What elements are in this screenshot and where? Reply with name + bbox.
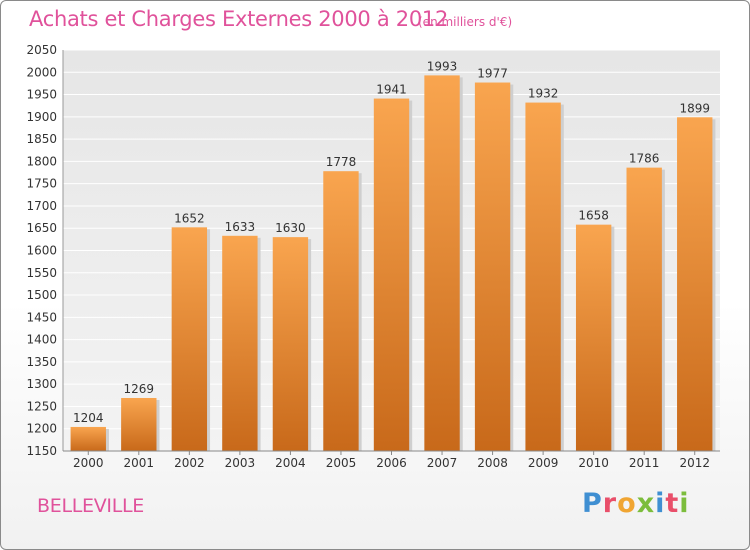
bar: [70, 426, 106, 451]
bar-value-label: 1204: [73, 411, 104, 425]
bars: 1204 1269 1652 1633 1630 1778 1941 1993 1977 1932…: [70, 59, 716, 452]
logo-letter: t: [665, 488, 680, 519]
bar-value-label: 1269: [124, 382, 155, 396]
x-tick-label: 2008: [477, 456, 508, 470]
x-tick-label: 2002: [174, 456, 205, 470]
logo-letter: r: [602, 488, 618, 519]
bar: [272, 237, 309, 451]
x-tick-label: 2009: [528, 456, 559, 470]
bar-value-label: 1778: [326, 155, 357, 169]
bar-value-label: 1652: [174, 211, 205, 225]
logo-letter: i: [679, 488, 690, 519]
y-tick-label: 1350: [26, 355, 57, 369]
bar: [222, 235, 258, 451]
logo-letter: o: [617, 488, 637, 519]
bar: [171, 227, 208, 451]
bar-chart: 1150 1200 1250 1300 1350 1400 1450 1500 1550 1600…: [26, 43, 720, 470]
y-tick-label: 1500: [26, 288, 57, 302]
logo-letter: i: [655, 488, 666, 519]
chart-title: Achats et Charges Externes 2000 à 2012: [29, 7, 449, 31]
x-axis: 2000 2001 2002 2003 2004 2005 2006 2007 2008 2009…: [63, 450, 720, 470]
bar: [575, 224, 612, 451]
y-tick-label: 1750: [26, 177, 57, 191]
bar: [121, 397, 157, 451]
chart-unit: (en milliers d'€): [418, 15, 513, 29]
y-tick-label: 1150: [26, 444, 57, 458]
y-tick-label: 1250: [26, 399, 57, 413]
bar: [323, 171, 359, 452]
bar-value-label: 1932: [528, 87, 559, 101]
y-tick-label: 1600: [26, 244, 57, 258]
bar-value-label: 1899: [679, 101, 710, 115]
x-tick-label: 2011: [629, 456, 660, 470]
bar-value-label: 1633: [225, 220, 256, 234]
bar-value-label: 1630: [275, 221, 306, 235]
x-tick-label: 2001: [124, 456, 155, 470]
proxiti-logo: Proxiti: [582, 488, 690, 519]
x-tick-label: 2003: [225, 456, 256, 470]
y-axis: 1150 1200 1250 1300 1350 1400 1450 1500 1550 1600…: [26, 43, 64, 458]
y-tick-label: 1850: [26, 132, 57, 146]
y-tick-label: 2000: [26, 65, 57, 79]
x-tick-label: 2007: [427, 456, 458, 470]
bar-value-label: 1977: [477, 67, 508, 81]
x-tick-label: 2006: [376, 456, 407, 470]
y-tick-label: 1200: [26, 422, 57, 436]
y-tick-label: 1400: [26, 333, 57, 347]
y-tick-label: 1700: [26, 199, 57, 213]
y-tick-label: 1800: [26, 154, 57, 168]
x-tick-label: 2005: [326, 456, 357, 470]
bar: [373, 98, 410, 451]
bar-value-label: 1658: [578, 209, 609, 223]
bar: [626, 167, 662, 452]
x-tick-label: 2000: [73, 456, 104, 470]
bar-value-label: 1941: [376, 83, 407, 97]
logo-letter: P: [582, 488, 603, 519]
bar-value-label: 1993: [427, 59, 458, 73]
y-tick-label: 1550: [26, 266, 57, 280]
y-tick-label: 1950: [26, 88, 57, 102]
y-tick-label: 1650: [26, 221, 57, 235]
y-tick-label: 1900: [26, 110, 57, 124]
bar: [677, 117, 713, 451]
commune-name: BELLEVILLE: [37, 495, 144, 517]
y-tick-label: 1300: [26, 377, 57, 391]
logo-letter: x: [636, 488, 656, 519]
bar: [474, 82, 511, 451]
bar-value-label: 1786: [629, 152, 660, 166]
y-tick-label: 2050: [26, 43, 57, 57]
x-tick-label: 2012: [679, 456, 710, 470]
y-tick-label: 1450: [26, 310, 57, 324]
bar: [424, 75, 460, 451]
x-tick-label: 2004: [275, 456, 306, 470]
x-tick-label: 2010: [578, 456, 609, 470]
bar: [525, 102, 561, 451]
